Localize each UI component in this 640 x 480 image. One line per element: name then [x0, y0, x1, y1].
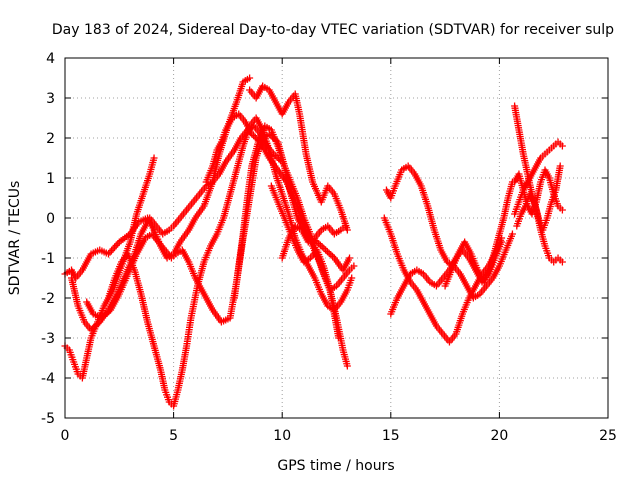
interp-marker	[320, 244, 328, 252]
y-tick-label: -3	[41, 331, 55, 347]
x-tick-label: 10	[273, 428, 291, 444]
y-tick-label: 1	[46, 171, 55, 187]
data-point	[246, 74, 254, 82]
x-tick-label: 25	[599, 428, 617, 444]
data-point	[341, 222, 349, 230]
y-axis-label: SDTVAR / TECUs	[7, 181, 23, 296]
x-tick-label: 5	[169, 428, 178, 444]
y-tick-label: 2	[46, 131, 55, 147]
y-tick-label: 4	[46, 51, 55, 67]
interp-marker	[318, 243, 326, 251]
interp-marker	[327, 251, 335, 259]
y-tick-label: -2	[41, 291, 55, 307]
data-point	[343, 362, 351, 370]
x-axis-label: GPS time / hours	[277, 458, 394, 474]
plot-frame	[64, 57, 609, 419]
interp-marker	[106, 248, 114, 256]
data-point	[322, 246, 330, 254]
series-arc-11	[382, 162, 516, 302]
y-tick-label: 0	[46, 211, 55, 227]
interp-marker	[109, 245, 117, 253]
series-arc-18	[513, 162, 564, 234]
interp-marker	[323, 248, 331, 256]
data-points	[61, 74, 566, 410]
data-point	[558, 142, 566, 150]
y-tick-label: 3	[46, 91, 55, 107]
data-point	[558, 258, 566, 266]
data-point	[343, 226, 351, 234]
y-tick-label: -4	[41, 371, 55, 387]
series-arc-8	[230, 122, 358, 302]
series-arc-10	[278, 222, 349, 262]
chart-title: Day 183 of 2024, Sidereal Day-to-day VTE…	[52, 22, 614, 38]
data-point	[556, 162, 564, 170]
interp-marker	[329, 252, 337, 260]
axis-ticks: 0 5 10 15 20 25 -5 -4 -3 -2 -1 0 1 2 3 4	[41, 51, 617, 444]
y-tick-label: -1	[41, 251, 55, 267]
series-arc-4	[68, 122, 286, 334]
x-tick-label: 15	[382, 428, 400, 444]
series-arc-2	[246, 82, 351, 234]
interp-marker	[112, 241, 120, 249]
data-point	[558, 206, 566, 214]
data-point	[508, 230, 516, 238]
data-point	[150, 154, 158, 162]
y-tick-label: -5	[41, 411, 55, 427]
interp-marker	[111, 243, 119, 251]
x-tick-label: 20	[490, 428, 508, 444]
data-point	[348, 274, 356, 282]
data-point	[346, 254, 354, 262]
data-point	[350, 262, 358, 270]
interp-marker	[325, 249, 333, 257]
series-arc-14	[441, 178, 516, 290]
x-tick-label: 0	[61, 428, 70, 444]
series-arc-9	[267, 182, 351, 370]
series-arc-3	[61, 154, 158, 382]
